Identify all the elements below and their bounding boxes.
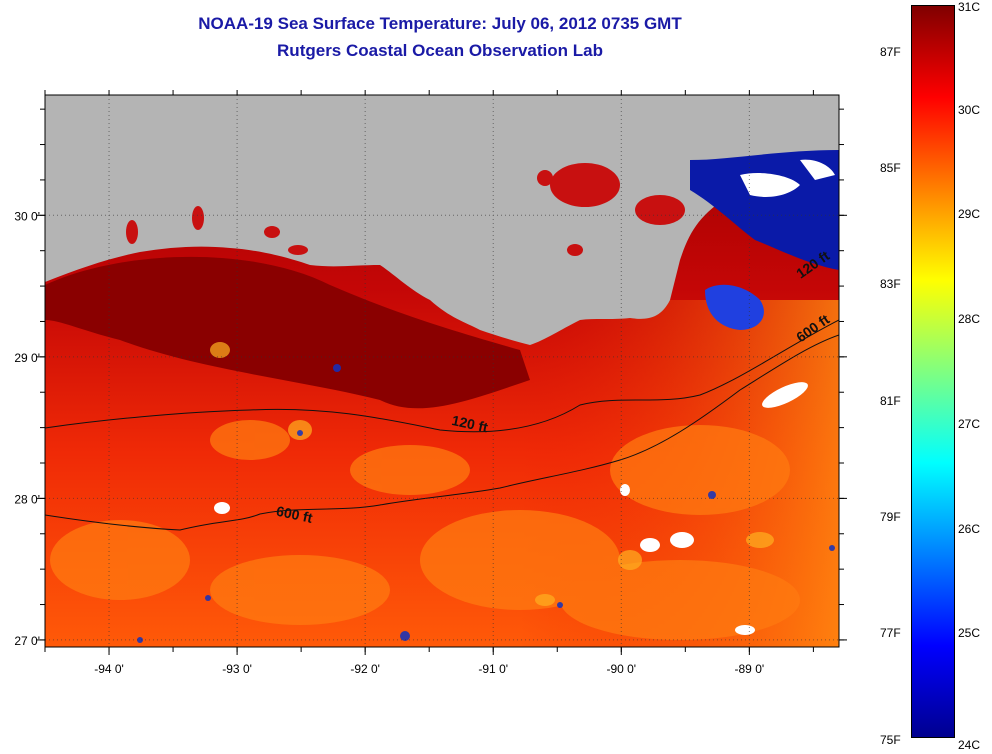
depth-contour-label: 600 ft [275, 503, 314, 526]
lon-tick-label: -93 0' [222, 662, 252, 676]
lon-tick-label: -90 0' [606, 662, 636, 676]
colorbar-celsius-label: 29C [958, 207, 981, 222]
colorbar-celsius-label: 28C [958, 312, 981, 327]
colorbar-celsius-label: 24C [958, 738, 981, 752]
map-title: NOAA-19 Sea Surface Temperature: July 06… [198, 14, 682, 33]
lat-tick-label: 29 0' [14, 351, 40, 365]
colorbar-fahrenheit-label: 87F [880, 44, 901, 59]
temperature-colorbar [911, 5, 955, 738]
colorbar-celsius-label: 27C [958, 416, 981, 431]
colorbar-fahrenheit-label: 85F [880, 160, 901, 175]
isobath-600ft [45, 334, 839, 531]
lon-tick-label: -89 0' [735, 662, 765, 676]
colorbar-fahrenheit-label: 81F [880, 393, 901, 408]
graticule [45, 95, 839, 647]
colorbar-celsius-label: 26C [958, 521, 981, 536]
nearshore-warm-band [45, 256, 530, 409]
cloud-patch-ne [740, 159, 835, 197]
depth-contour-label: 120 ft [450, 412, 489, 435]
longitude-labels: -94 0' -93 0' -92 0' -91 0' -90 0' -89 0' [94, 662, 764, 676]
cold-pixels [137, 364, 835, 643]
lat-tick-label: 30 0' [14, 209, 40, 223]
colorbar-fahrenheit-label: 79F [880, 509, 901, 524]
inland-bays [126, 163, 685, 256]
cloud-pixels [214, 382, 808, 635]
colorbar-fahrenheit-label: 77F [880, 626, 901, 641]
lon-tick-label: -94 0' [94, 662, 124, 676]
coastline-land [45, 95, 839, 345]
cold-water-plume [705, 284, 764, 330]
colorbar-fahrenheit-label: 83F [880, 277, 901, 292]
lon-tick-label: -91 0' [478, 662, 508, 676]
axis-ticks [37, 90, 847, 655]
map-border [44, 94, 840, 648]
lat-tick-label: 27 0' [14, 634, 40, 648]
lon-tick-label: -92 0' [350, 662, 380, 676]
orange-patches [50, 420, 800, 640]
lat-tick-label: 28 0' [14, 492, 40, 506]
map-subtitle: Rutgers Coastal Ocean Observation Lab [277, 41, 603, 60]
isobath-120ft [45, 319, 839, 433]
colorbar-celsius-label: 31C [958, 0, 981, 14]
cold-water-mississippi-sound [690, 150, 839, 270]
colorbar-fahrenheit-label: 75F [880, 733, 901, 747]
colorbar-celsius-label: 30C [958, 102, 981, 117]
colorbar-celsius-label: 25C [958, 626, 981, 641]
latitude-labels: 30 0' 29 0' 28 0' 27 0' [14, 209, 40, 648]
yellow-patches [210, 342, 774, 606]
